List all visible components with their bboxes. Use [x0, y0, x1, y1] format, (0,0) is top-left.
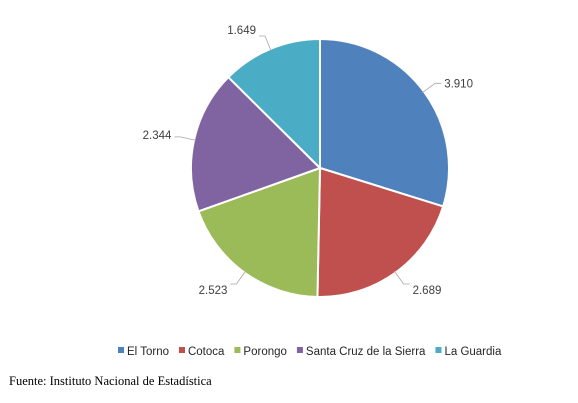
leader-line-cotoca: [393, 270, 410, 285]
legend-swatch-porongo: [234, 347, 241, 353]
legend-swatch-la-guardia: [435, 347, 442, 353]
data-label-santa-cruz-de-la-sierra: 2.344: [143, 130, 172, 142]
legend-swatch-el-torno: [118, 347, 124, 353]
leader-line-la-guardia: [259, 35, 272, 51]
source-note: Fuente: Instituto Nacional de Estadístic…: [9, 374, 212, 388]
data-label-la-guardia: 1.649: [227, 25, 256, 37]
leader-line-santa-cruz-de-la-sierra: [174, 136, 197, 141]
legend-swatch-santa-cruz-de-la-sierra: [296, 347, 303, 353]
legend: El Torno Cotoca Porongo Santa Cruz de la Si…: [118, 346, 502, 358]
legend-label-la-guardia: La Guardia: [444, 346, 502, 358]
legend-label-porongo: Porongo: [243, 346, 286, 358]
leader-line-porongo: [230, 270, 247, 285]
data-labels: 3.910 2.689 2.523 2.344 1.649: [143, 25, 473, 297]
legend-label-santa-cruz-de-la-sierra: Santa Cruz de la Sierra: [306, 346, 426, 358]
legend-swatch-cotoca: [178, 347, 185, 353]
legend-label-el-torno: El Torno: [127, 346, 169, 358]
legend-label-cotoca: Cotoca: [188, 346, 225, 358]
leader-line-el-torno: [422, 82, 442, 94]
pie-slices: [190, 38, 450, 298]
data-label-cotoca: 2.689: [413, 285, 442, 297]
data-label-el-torno: 3.910: [444, 78, 473, 90]
data-label-porongo: 2.523: [199, 285, 228, 297]
leader-lines: [174, 35, 442, 285]
